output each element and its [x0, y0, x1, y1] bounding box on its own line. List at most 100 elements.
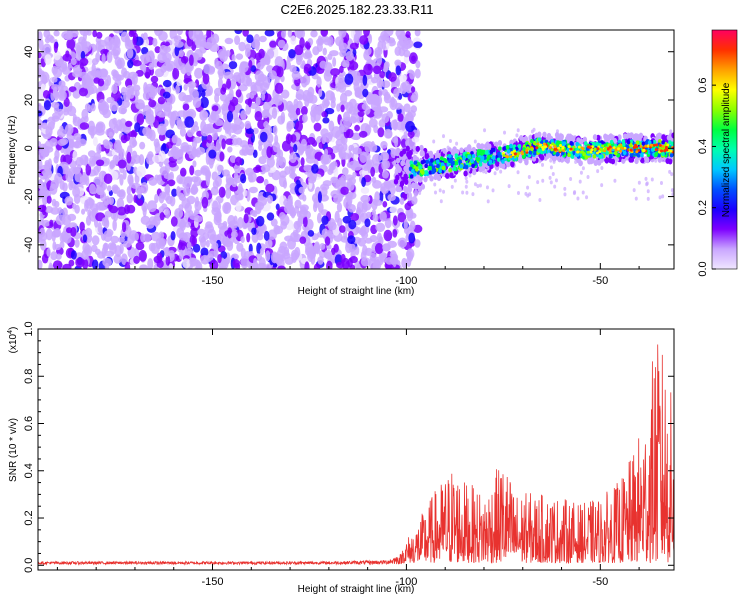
spectrogram-noise-blob: [53, 50, 61, 61]
spectrogram-band-blob: [521, 152, 525, 156]
spectrogram-noise-blob: [63, 97, 70, 108]
spectrogram-band-blob: [617, 147, 621, 151]
spectrogram-band-blob: [400, 160, 405, 167]
spectrogram-noise-blob: [287, 104, 295, 114]
spectrogram-noise-blob: [121, 67, 128, 78]
spectrogram-noise-blob: [338, 30, 347, 38]
spectrogram-noise-blob: [549, 180, 553, 185]
x-tick-label: -100: [395, 275, 417, 287]
spectrogram-noise-blob: [491, 188, 495, 193]
y-tick-label: 40: [23, 46, 35, 58]
spectrogram-band-blob: [622, 150, 627, 156]
spectrogram-noise-blob: [153, 215, 161, 226]
spectrogram-noise-blob: [57, 207, 63, 215]
spectrogram-noise-blob: [58, 80, 66, 88]
spectrogram-noise-blob: [414, 30, 421, 37]
spectrogram-noise-blob: [142, 104, 152, 117]
spectrogram-noise-blob: [333, 243, 339, 253]
spectrogram-noise-blob: [152, 154, 162, 164]
spectrogram-noise-blob: [176, 117, 182, 127]
spectrogram-noise-blob: [263, 93, 272, 103]
spectrogram-noise-blob: [654, 158, 658, 163]
spectrogram-noise-blob: [41, 123, 48, 130]
spectrogram-noise-blob: [252, 127, 259, 135]
spectrogram-noise-blob: [318, 103, 325, 113]
spectrogram-noise-blob: [91, 58, 99, 66]
spectrogram-noise-blob: [42, 43, 52, 56]
spectrogram-band-blob: [424, 153, 429, 160]
spectrogram-noise-blob: [133, 194, 138, 203]
spectrogram-noise-blob: [340, 253, 346, 264]
spectrogram-band-blob: [530, 138, 534, 144]
spectrogram-band-blob: [501, 163, 506, 170]
spectrogram-signal-band: [392, 131, 674, 194]
spectrogram-noise-blob: [349, 160, 359, 168]
spectrogram-noise-blob: [227, 146, 233, 153]
spectrogram-noise-blob: [256, 215, 265, 227]
spectrogram-noise-blob: [499, 169, 503, 174]
spectrogram-noise-blob: [223, 71, 234, 81]
spectrogram-band-blob: [664, 148, 668, 152]
spectrogram-noise-blob: [376, 53, 383, 66]
spectrogram-noise-blob: [164, 184, 170, 195]
spectrogram-noise-blob: [205, 239, 210, 248]
spectrogram-noise-blob: [158, 133, 166, 142]
spectrogram-noise-blob: [258, 257, 266, 269]
spectrogram-band-blob: [502, 153, 506, 157]
spectrogram-noise-blob: [119, 174, 124, 186]
spectrogram-noise-blob: [161, 203, 168, 211]
spectrogram-noise-blob: [286, 120, 295, 130]
spectrogram-band-blob: [621, 157, 626, 164]
spectrogram-noise-blob: [185, 176, 194, 183]
spectrogram-band-blob: [501, 159, 505, 164]
spectrogram-band-blob: [526, 146, 530, 150]
spectrogram-noise-blob: [284, 204, 293, 214]
spectrogram-noise-blob: [49, 137, 58, 147]
spectrogram-noise-blob: [49, 219, 54, 227]
spectrogram-noise-blob: [246, 189, 251, 202]
spectrogram-noise-blob: [572, 191, 576, 196]
spectrogram-noise-blob: [174, 45, 180, 57]
spectrogram-band-blob: [592, 134, 598, 141]
spectrogram-noise-blob: [272, 125, 278, 136]
spectrogram-noise-blob: [94, 248, 101, 255]
spectrogram-noise-blob: [147, 200, 158, 213]
spectrogram-noise-blob: [348, 61, 359, 71]
snr-series-line: [38, 344, 674, 566]
spectrogram-noise-blob: [579, 170, 583, 175]
spectrogram-noise-blob: [301, 114, 308, 123]
spectrogram-noise-blob: [193, 215, 203, 223]
spectrogram-noise-blob: [168, 250, 175, 258]
spectrogram-noise-blob: [394, 121, 405, 131]
spectrogram-noise-blob: [195, 149, 201, 158]
spectrogram-band-blob: [537, 148, 541, 153]
spectrogram-noise-blob: [347, 235, 356, 245]
spectrogram-noise-blob: [146, 154, 155, 166]
spectrogram-band-blob: [551, 142, 555, 146]
spectrogram-noise-blob: [245, 47, 251, 58]
spectrogram-band-blob: [660, 149, 664, 153]
spectrogram-noise-blob: [340, 104, 345, 113]
spectrogram-band-blob: [429, 175, 434, 182]
spectrogram-noise-blob: [303, 63, 312, 72]
spectrogram-noise-blob: [358, 229, 366, 236]
spectrogram-band-blob: [608, 157, 614, 164]
spectrogram-noise-blob: [295, 89, 305, 101]
spectrogram-noise-blob: [322, 117, 330, 124]
spectrogram-noise-blob: [378, 88, 383, 97]
spectrogram-band-blob: [509, 143, 513, 149]
spectrogram-noise-blob: [320, 153, 330, 166]
spectrogram-noise-blob: [265, 183, 275, 193]
spectrogram-noise-blob: [186, 195, 196, 205]
spectrogram-noise-blob: [126, 151, 132, 164]
spectrogram-noise-blob: [350, 212, 360, 222]
spectrogram-noise-blob: [145, 71, 151, 79]
spectrogram-noise-blob: [263, 178, 269, 187]
spectrogram-noise-blob: [275, 203, 280, 211]
spectrogram-noise-blob: [323, 251, 333, 259]
spectrogram-noise-blob: [305, 148, 312, 159]
spectrogram-noise-blob: [381, 160, 388, 171]
spectrogram-noise-blob: [114, 79, 122, 87]
spectrogram-noise-blob: [211, 171, 218, 181]
spectrogram-noise-blob: [240, 110, 247, 121]
